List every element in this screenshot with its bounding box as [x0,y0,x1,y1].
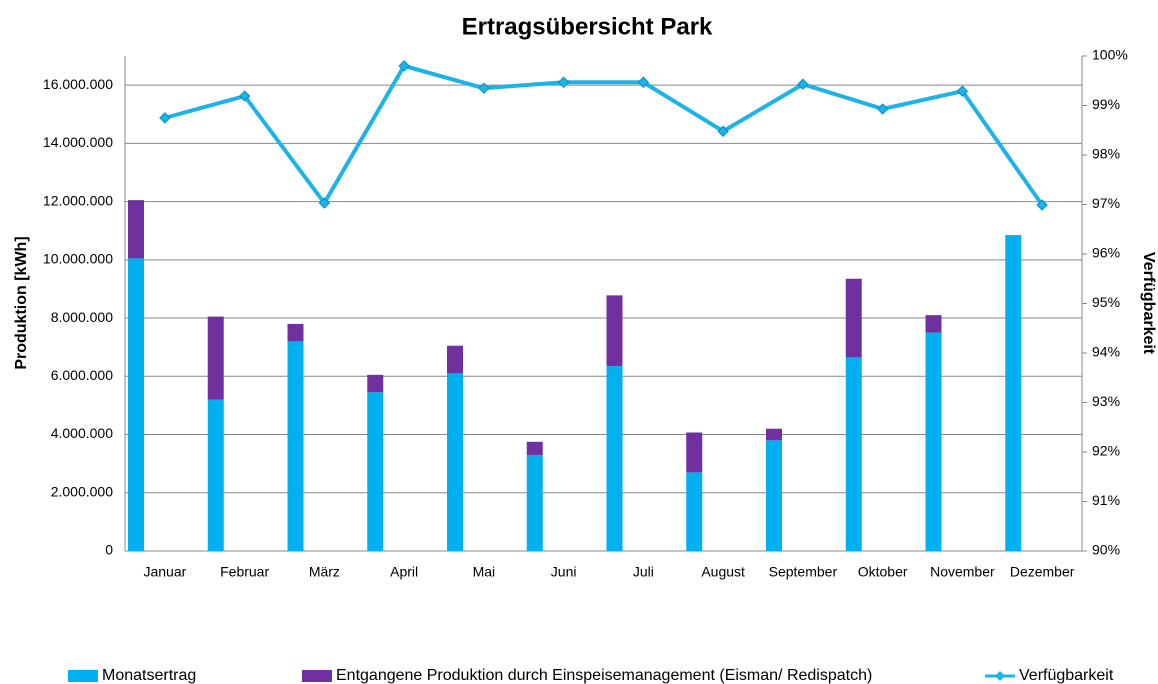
x-tick-label: Februar [220,564,269,580]
legend-label: Verfügbarkeit [1019,667,1114,684]
bar [686,432,703,473]
y-tick-label: 10.000.000 [43,251,113,267]
bar [287,341,304,551]
y-tick-label: 6.000.000 [51,367,113,383]
y2-tick-label: 93% [1092,393,1120,409]
y-axis-label: Produktion [kWh] [13,236,30,369]
y2-tick-label: 95% [1092,294,1120,310]
legend-swatch [302,670,332,682]
x-tick-label: Mai [473,564,496,580]
bar [766,440,782,551]
y2-axis-label: Verfügbarkeit [1140,252,1157,355]
y-tick-label: 2.000.000 [51,483,113,499]
bar [606,366,623,551]
x-tick-label: April [390,564,418,580]
bar [447,373,463,551]
marker [876,103,889,115]
bar [447,345,463,374]
bar [1005,235,1022,551]
y2-tick-label: 100% [1092,47,1128,63]
y2-tick-label: 94% [1092,344,1120,360]
bar [287,323,304,342]
marker [956,85,969,97]
bar [526,454,543,551]
y-tick-label: 16.000.000 [43,76,113,92]
bar [207,399,224,551]
x-tick-label: November [930,564,995,580]
line [164,63,1044,207]
legend-label: Entgangene Produktion durch Einspeiseman… [336,667,872,684]
x-tick-label: Oktober [858,564,908,580]
legend-marker [995,671,1005,681]
x-tick-label: Dezember [1010,564,1075,580]
x-tick-label: September [769,564,838,580]
bar [766,428,782,441]
marker [159,112,171,124]
bar [925,332,942,551]
bar [128,200,144,259]
bar [845,357,862,551]
marker [557,76,570,88]
chart-title: Ertragsübersicht Park [462,13,713,40]
bar [925,315,942,333]
y-tick-label: 12.000.000 [43,192,113,208]
y2-tick-label: 90% [1092,542,1120,558]
x-tick-label: Januar [143,564,186,580]
marker [398,60,410,72]
y2-tick-label: 99% [1092,96,1120,112]
marker [637,76,650,88]
bar [845,278,862,358]
bar [606,295,623,367]
legend-label: Monatsertrag [102,667,196,684]
marker [797,78,809,90]
y2-tick-label: 91% [1092,492,1120,508]
bar [526,441,543,455]
marker [1036,199,1048,211]
bar [207,316,224,400]
y2-tick-label: 97% [1092,195,1120,211]
legend-swatch [68,670,98,682]
marker [238,90,251,102]
x-tick-label: August [701,564,745,580]
marker [478,82,490,94]
y2-tick-label: 92% [1092,443,1120,459]
x-tick-label: Juni [551,564,577,580]
y-tick-label: 0 [105,542,113,558]
y-tick-label: 4.000.000 [51,425,113,441]
bar [367,374,384,393]
x-tick-label: Juli [633,564,654,580]
bar [367,392,384,551]
y-tick-label: 8.000.000 [51,309,113,325]
marker [717,125,729,137]
x-tick-label: März [309,564,340,580]
y2-tick-label: 96% [1092,245,1120,261]
marker [318,197,331,209]
y-tick-label: 14.000.000 [43,134,113,150]
y2-tick-label: 98% [1092,146,1120,162]
bar [686,472,703,551]
bar [128,258,144,551]
